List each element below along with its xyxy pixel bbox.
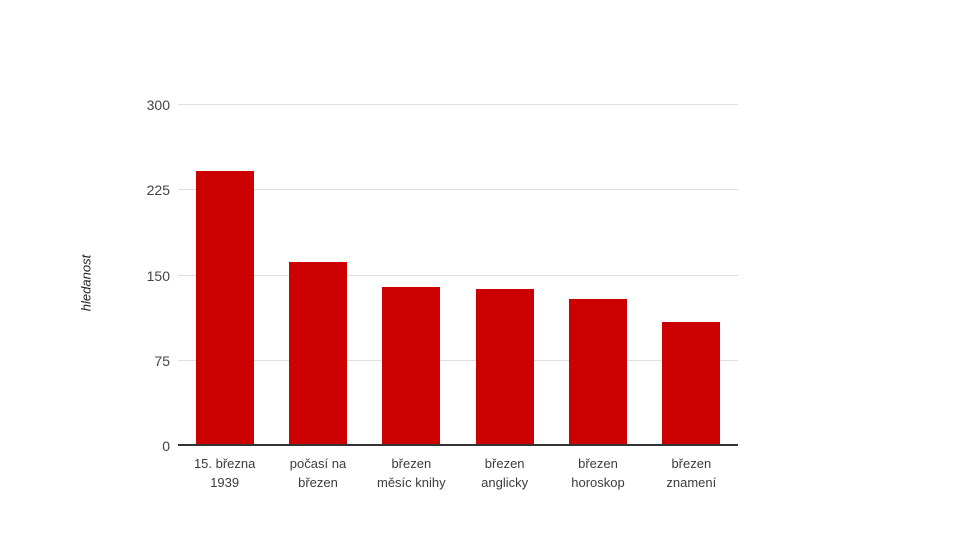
bar-3 <box>382 286 441 446</box>
bar-6 <box>662 322 721 446</box>
x-tick-label: březen znamení <box>666 456 717 490</box>
bar-1 <box>195 170 254 446</box>
y-axis-title: hledanost <box>78 254 94 312</box>
x-axis-labels: 15. března 1939 počasí na březen březen mě… <box>178 454 738 498</box>
x-tick-label: 15. března 1939 <box>193 456 256 490</box>
gridline <box>178 104 738 105</box>
y-tick-label: 150 <box>146 267 170 284</box>
y-tick-label: 75 <box>154 352 170 369</box>
y-tick-label: 300 <box>146 97 170 113</box>
y-tick-label: 225 <box>146 182 170 199</box>
y-tick-label: 0 <box>162 438 170 454</box>
gridline <box>178 189 738 191</box>
gridline <box>178 274 738 276</box>
x-tick-label: březen horoskop <box>571 456 625 490</box>
bar-4 <box>475 289 534 446</box>
bar-5 <box>569 299 627 446</box>
gridline <box>178 359 738 361</box>
x-tick-label: březen anglicky <box>481 456 529 490</box>
x-tick-label: březen měsíc knihy <box>377 456 446 490</box>
x-tick-label: počasí na březen <box>289 456 347 490</box>
x-axis-baseline <box>178 444 738 446</box>
plot-area: 0 75 150 225 300 <box>147 97 738 454</box>
bar-2 <box>289 261 347 446</box>
